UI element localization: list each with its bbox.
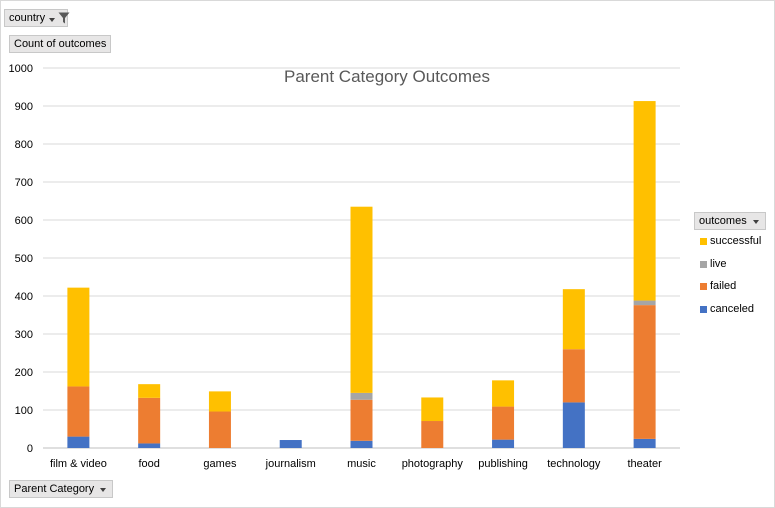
x-tick-label: theater	[627, 458, 662, 470]
x-tick-label: games	[203, 458, 237, 470]
bar-segment-canceled[interactable]	[633, 438, 656, 448]
x-tick-label: film & video	[50, 458, 107, 470]
bar-segment-successful[interactable]	[350, 206, 373, 393]
bars	[67, 101, 656, 448]
filter-icon	[58, 12, 70, 24]
legend-title: outcomes	[699, 215, 747, 227]
y-tick-label: 200	[15, 367, 33, 379]
bar-segment-successful[interactable]	[421, 397, 444, 422]
chart-title: Parent Category Outcomes	[284, 67, 490, 86]
legend-filter-button[interactable]: outcomes	[694, 212, 766, 230]
legend: outcomes successful live failed canceled	[694, 212, 766, 320]
legend-label: failed	[710, 280, 737, 292]
bar-segment-canceled[interactable]	[492, 439, 515, 448]
bar-segment-failed[interactable]	[421, 421, 444, 448]
y-tick-label: 0	[27, 443, 33, 455]
legend-item-canceled[interactable]: canceled	[694, 298, 766, 321]
x-tick-label: publishing	[478, 458, 528, 470]
values-field-button[interactable]: Count of outcomes	[9, 35, 112, 53]
y-tick-label: 600	[15, 215, 33, 227]
legend-swatch	[700, 305, 707, 313]
y-tick-label: 400	[15, 291, 33, 303]
bar-segment-successful[interactable]	[562, 289, 585, 350]
x-tick-label: photography	[402, 458, 464, 470]
y-tick-label: 800	[15, 139, 33, 151]
y-tick-label: 500	[15, 253, 33, 265]
x-tick-label: journalism	[265, 458, 316, 470]
parent-category-label: Parent Category	[14, 483, 95, 495]
y-tick-label: 1000	[9, 63, 33, 75]
y-tick-label: 100	[15, 405, 33, 417]
legend-item-live[interactable]: live	[694, 253, 766, 276]
legend-swatch	[700, 238, 707, 245]
bar-segment-successful[interactable]	[208, 391, 231, 412]
bar-segment-failed[interactable]	[492, 406, 515, 440]
bar-segment-live[interactable]	[350, 392, 373, 400]
bar-segment-canceled[interactable]	[350, 440, 373, 448]
x-tick-label: technology	[547, 458, 601, 470]
bar-segment-failed[interactable]	[138, 397, 161, 444]
bar-segment-failed[interactable]	[67, 386, 90, 437]
chevron-down-icon	[100, 488, 107, 492]
bar-segment-failed[interactable]	[350, 399, 373, 441]
chevron-down-icon	[753, 220, 759, 224]
x-tick-label: food	[138, 458, 159, 470]
bar-segment-live[interactable]	[633, 300, 656, 306]
values-field-label: Count of outcomes	[14, 38, 107, 50]
x-tick-label: music	[347, 458, 376, 470]
y-tick-label: 700	[15, 177, 33, 189]
bar-segment-successful[interactable]	[138, 384, 161, 398]
y-tick-label: 900	[15, 101, 33, 113]
parent-category-field-button[interactable]: Parent Category	[9, 480, 114, 498]
y-axis-ticks: 0 100 200 300 400 500 600 700 800 900 1000	[9, 63, 33, 455]
bar-segment-successful[interactable]	[67, 287, 90, 387]
bar-segment-canceled[interactable]	[138, 443, 161, 448]
bar-segment-canceled[interactable]	[279, 440, 302, 448]
country-filter-label: country	[9, 12, 46, 24]
bar-segment-canceled[interactable]	[67, 436, 90, 448]
legend-label: live	[710, 257, 727, 270]
legend-swatch	[700, 283, 707, 290]
x-axis-ticks: film & video food games journalism music phot…	[50, 458, 662, 470]
legend-label: canceled	[710, 302, 755, 315]
bar-segment-successful[interactable]	[492, 380, 515, 407]
bar-segment-successful[interactable]	[633, 101, 656, 301]
bar-segment-failed[interactable]	[208, 411, 231, 448]
y-tick-label: 300	[15, 329, 33, 341]
bar-segment-failed[interactable]	[562, 349, 585, 403]
country-filter-button[interactable]: country	[4, 9, 70, 27]
legend-item-successful[interactable]: successful	[694, 230, 766, 253]
legend-swatch	[700, 260, 707, 268]
bar-segment-canceled[interactable]	[562, 402, 585, 448]
legend-item-failed[interactable]: failed	[694, 275, 766, 298]
legend-label: successful	[710, 235, 762, 247]
chevron-down-icon	[49, 18, 55, 22]
bar-segment-failed[interactable]	[633, 305, 656, 439]
